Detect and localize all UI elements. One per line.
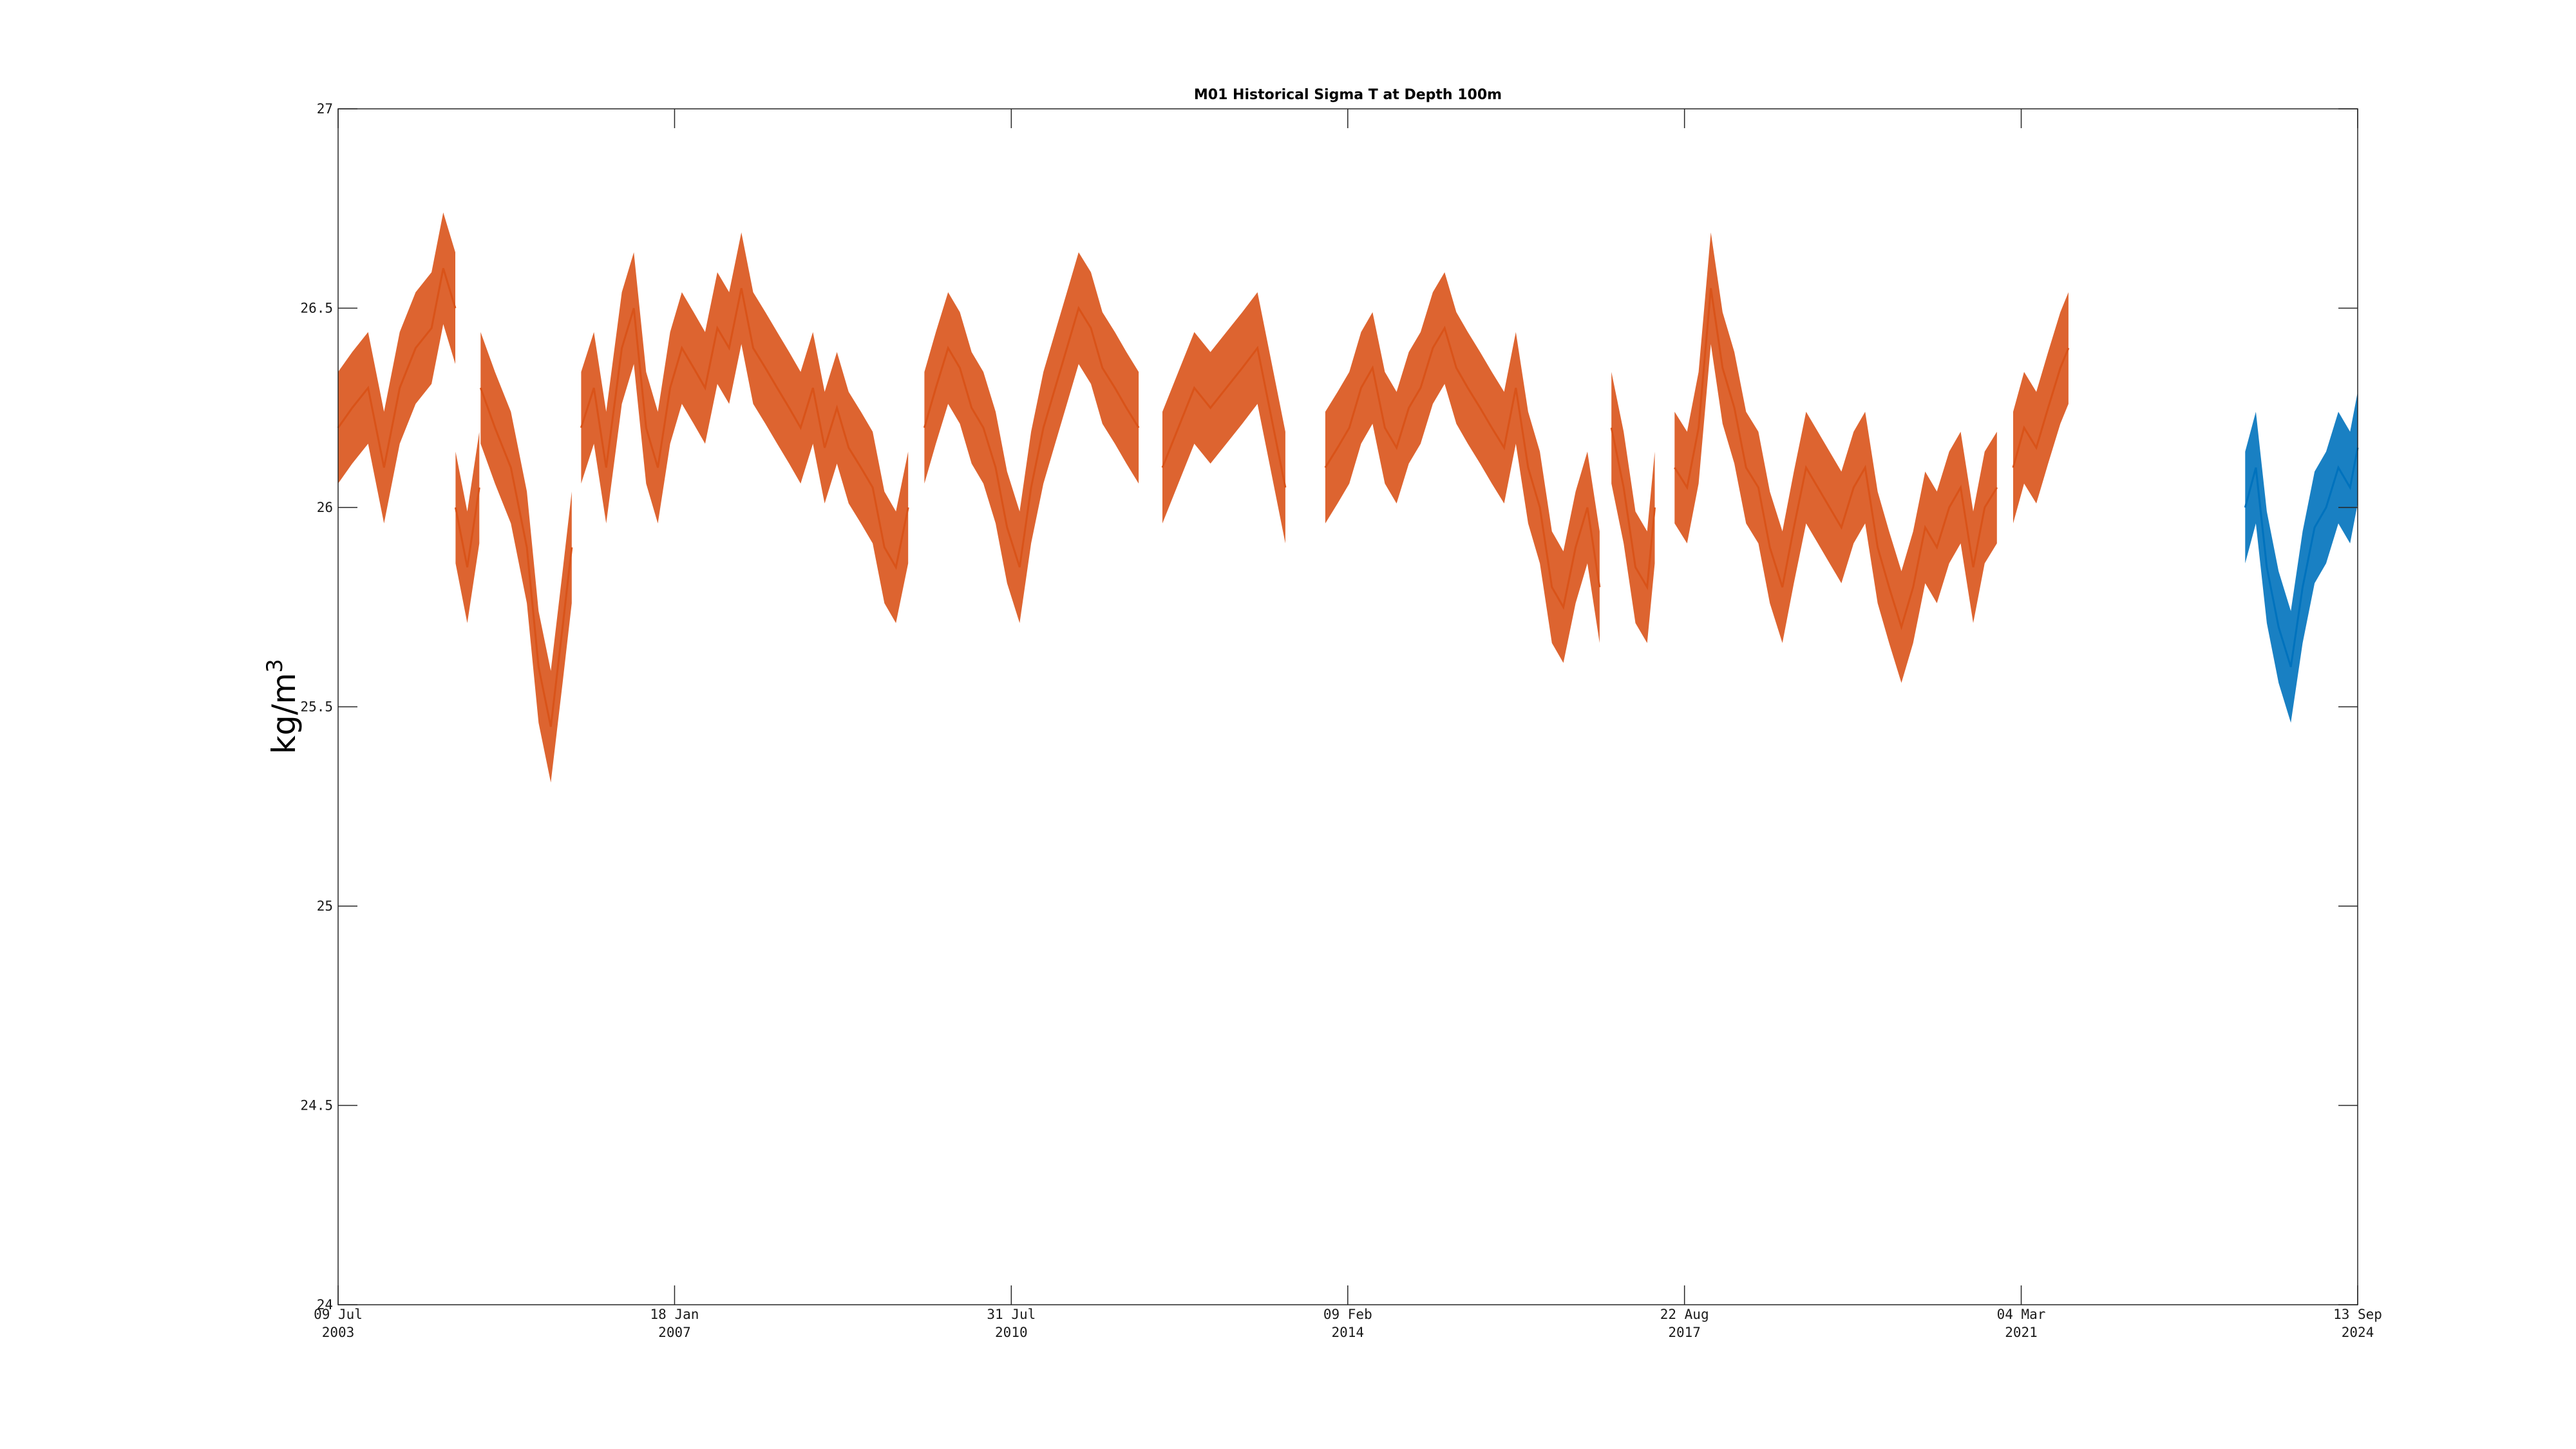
series-envelope	[1611, 372, 1655, 643]
series-line	[1610, 427, 1656, 591]
series-line	[337, 268, 457, 468]
x-tick-label: 18 Jan	[650, 1307, 699, 1322]
series-layer	[337, 212, 2359, 783]
series-envelope	[1325, 272, 1600, 663]
y-tick-label: 26.5	[300, 301, 333, 316]
x-tick-label-year: 2014	[1332, 1325, 1365, 1340]
series-envelope	[455, 431, 480, 623]
x-tick-label: 13 Sep	[2333, 1307, 2382, 1322]
series-envelope	[2013, 292, 2069, 524]
x-tick-label-year: 2010	[995, 1325, 1028, 1340]
x-tick-label: 09 Jul	[314, 1307, 363, 1322]
series-envelope	[480, 332, 572, 783]
series-line	[454, 487, 480, 568]
series-envelope	[338, 212, 455, 524]
plot-area	[338, 109, 2358, 1305]
series-envelope	[924, 252, 1139, 623]
series-line	[580, 288, 909, 570]
y-axis-label: kg/m3	[262, 659, 303, 754]
y-tick-label: 27	[317, 101, 333, 117]
y-tick-label: 24.5	[300, 1098, 333, 1113]
x-tick-label-year: 2003	[322, 1325, 355, 1340]
x-tick-label: 09 Feb	[1323, 1307, 1372, 1322]
series-envelope	[2245, 392, 2358, 723]
series-line	[2012, 347, 2070, 468]
series-line	[1161, 345, 1287, 488]
y-axis-label-unit: kg/m	[265, 673, 303, 754]
y-tick-label: 25.5	[300, 699, 333, 715]
x-tick-label-year: 2021	[2005, 1325, 2038, 1340]
series-line	[1324, 325, 1601, 610]
series-line	[479, 387, 573, 727]
chart-title: M01 Historical Sigma T at Depth 100m	[1194, 87, 1502, 103]
x-tick-label: 04 Mar	[1997, 1307, 2046, 1322]
y-tick-label: 26	[317, 500, 333, 515]
series-line	[1674, 288, 1998, 630]
y-axis-label-superscript: 3	[262, 659, 288, 673]
series-envelope	[1162, 292, 1285, 544]
x-tick-label-year: 2024	[2342, 1325, 2374, 1340]
y-tick-label: 24	[317, 1297, 333, 1312]
x-tick-label: 22 Aug	[1660, 1307, 1709, 1322]
y-tick-label: 25	[317, 898, 333, 914]
x-tick-label-year: 2017	[1668, 1325, 1701, 1340]
series-line	[2244, 447, 2359, 668]
x-tick-label: 31 Jul	[987, 1307, 1036, 1322]
x-tick-label-year: 2007	[658, 1325, 691, 1340]
series-line	[923, 305, 1140, 568]
ticks-layer: 24 24.5 25 25.5 26 26.5 27 09 Jul 2003 18 Jan 2007…	[300, 101, 2382, 1340]
